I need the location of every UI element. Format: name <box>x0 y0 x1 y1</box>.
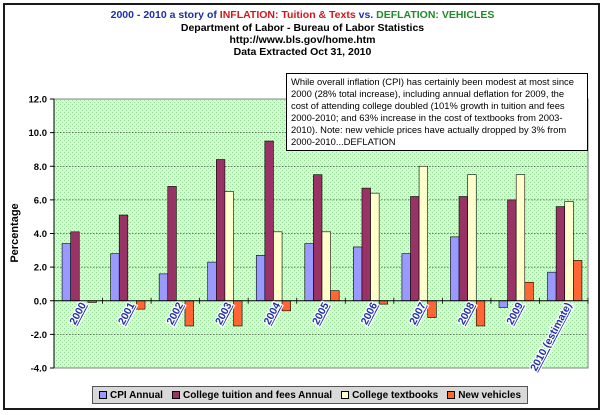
annotation-box: While overall inflation (CPI) has certai… <box>286 73 588 151</box>
bar-college-tuition-and-fees-annual <box>507 199 517 302</box>
legend-label: New vehicles <box>458 389 522 401</box>
bar-new-vehicles <box>378 300 389 305</box>
y-tick-label: 4.0 <box>34 229 47 240</box>
bar-cpi-annual <box>401 253 411 302</box>
bar-college-textbooks <box>467 174 477 302</box>
bar-college-tuition-and-fees-annual <box>361 187 371 302</box>
bar-new-vehicles <box>184 300 194 327</box>
bar-college-textbooks <box>224 191 234 302</box>
bar-college-tuition-and-fees-annual <box>313 174 323 302</box>
bar-college-tuition-and-fees-annual <box>458 196 468 302</box>
title-part-deflation: DEFLATION: VEHICLES <box>376 9 495 21</box>
legend-swatch <box>341 391 350 399</box>
chart-subtitle-date: Data Extracted Oct 31, 2010 <box>233 46 372 58</box>
legend-label: CPI Annual <box>110 389 163 401</box>
legend-swatch <box>171 391 180 399</box>
bar-cpi-annual <box>255 255 266 302</box>
bar-new-vehicles <box>330 290 340 302</box>
legend: CPI Annual College tuition and fees Annua… <box>92 386 529 404</box>
bar-college-tuition-and-fees-annual <box>70 231 80 302</box>
title-part-vs: vs. <box>355 9 377 21</box>
bar-cpi-annual <box>110 253 120 302</box>
bar-new-vehicles <box>475 300 486 327</box>
bar-new-vehicles <box>233 300 243 327</box>
bar-college-textbooks <box>418 165 428 302</box>
bar-cpi-annual <box>207 261 217 302</box>
y-axis-title: Percentage <box>9 203 21 263</box>
y-tick-label: 2.0 <box>34 263 47 274</box>
bar-college-textbooks <box>321 231 331 302</box>
bar-college-tuition-and-fees-annual <box>118 214 129 302</box>
legend-swatch <box>447 391 456 399</box>
bar-new-vehicles <box>573 260 583 302</box>
y-tick-label: 6.0 <box>34 195 47 206</box>
legend-label: College textbooks <box>352 389 439 401</box>
chart-subtitle-source: Department of Labor - Bureau of Labor St… <box>180 22 425 34</box>
chart-title: 2000 - 2010 a story of INFLATION: Tuitio… <box>0 9 605 21</box>
legend-swatch <box>99 391 107 399</box>
bar-new-vehicles <box>427 300 437 318</box>
bar-college-textbooks <box>564 201 574 302</box>
bar-cpi-annual <box>61 243 71 302</box>
chart-subtitle-url: http://www.bls.gov/home.htm <box>229 34 376 46</box>
bar-cpi-annual <box>158 273 169 302</box>
y-tick-label: 12.0 <box>29 95 48 106</box>
y-tick-label: 8.0 <box>34 162 47 173</box>
bar-college-textbooks <box>273 231 283 302</box>
legend-label: College tuition and fees Annual <box>182 389 333 401</box>
title-part-1: 2000 - 2010 a story of <box>110 9 220 21</box>
bar-new-vehicles <box>524 281 534 302</box>
bar-college-tuition-and-fees-annual <box>216 159 226 302</box>
y-tick-label: -2.0 <box>31 330 47 341</box>
bar-new-vehicles <box>136 300 146 310</box>
bar-college-tuition-and-fees-annual <box>410 196 420 302</box>
bar-cpi-annual <box>353 246 363 302</box>
bar-college-tuition-and-fees-annual <box>555 206 566 302</box>
bar-cpi-annual <box>450 236 460 302</box>
y-tick-label: -4.0 <box>31 364 47 375</box>
bar-cpi-annual <box>498 300 508 308</box>
title-part-inflation: INFLATION: Tuition & Texts <box>219 9 356 21</box>
y-tick-label: 0.0 <box>34 296 47 307</box>
bar-cpi-annual <box>547 271 557 302</box>
bar-college-textbooks <box>370 192 380 302</box>
legend-item: CPI Annual <box>99 390 163 401</box>
bar-college-tuition-and-fees-annual <box>264 140 274 302</box>
bar-new-vehicles <box>281 300 291 312</box>
bar-college-textbooks <box>515 174 526 302</box>
bar-cpi-annual <box>304 243 314 302</box>
bar-college-tuition-and-fees-annual <box>167 186 177 302</box>
y-tick-label: 10.0 <box>29 128 48 139</box>
legend-item: New vehicles <box>447 390 521 401</box>
legend-item: College tuition and fees Annual <box>171 389 333 401</box>
legend-item: College textbooks <box>341 390 438 401</box>
